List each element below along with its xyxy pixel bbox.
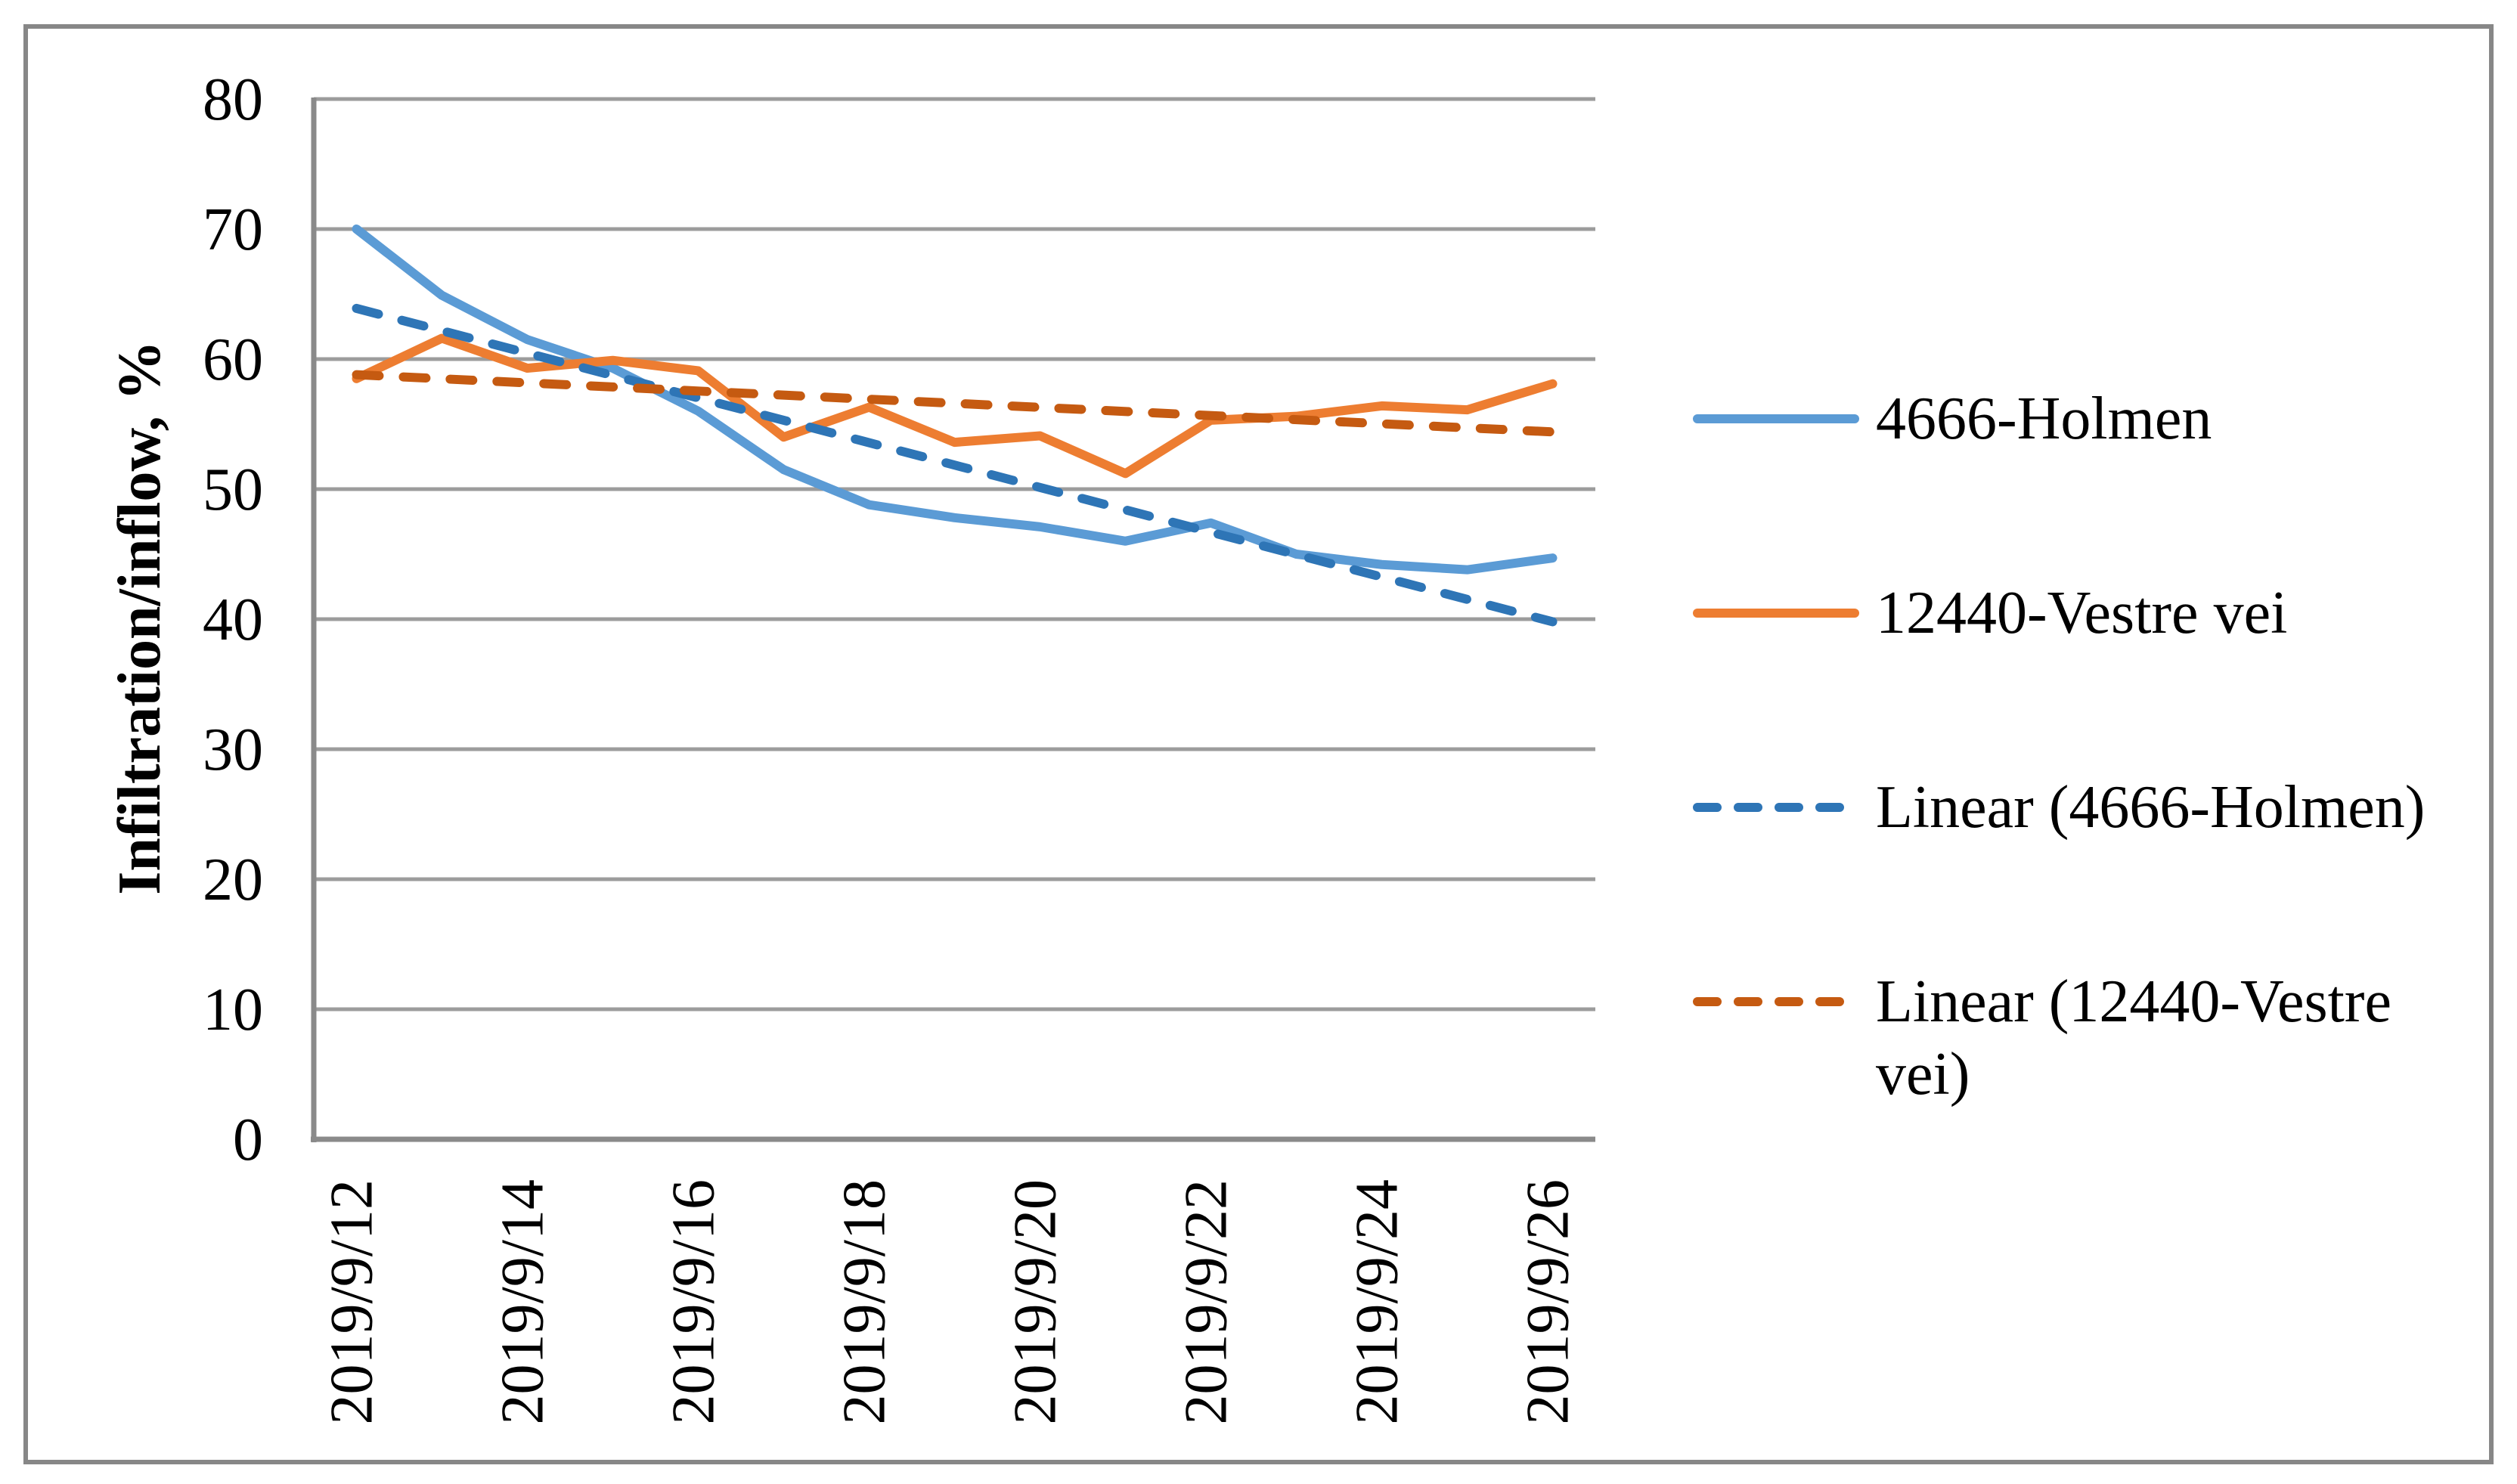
y-tick-label: 70 <box>203 197 263 263</box>
x-tick-label: 2019/9/14 <box>490 1179 556 1424</box>
y-tick-label: 10 <box>203 977 263 1043</box>
trendline-linear-4666-holmen <box>352 303 1558 627</box>
trendline-linear-12440-vestre-vei <box>352 370 1558 437</box>
y-tick-label: 20 <box>203 847 263 913</box>
x-tick-label: 2019/9/26 <box>1515 1179 1582 1424</box>
y-tick-label: 0 <box>233 1107 263 1173</box>
x-tick-label: 2019/9/24 <box>1344 1179 1411 1424</box>
x-tick-label: 2019/9/22 <box>1173 1179 1240 1424</box>
figure-border <box>23 24 2494 1464</box>
x-tick-labels: 2019/9/12 2019/9/14 2019/9/16 2019/9/18 2019… <box>319 1179 1582 1424</box>
y-tick-labels: 0 10 20 30 40 50 60 70 80 <box>203 67 263 1173</box>
x-tick-label: 2019/9/20 <box>1003 1179 1069 1424</box>
y-tick-label: 80 <box>203 67 263 133</box>
y-tick-label: 40 <box>203 587 263 653</box>
x-tick-label: 2019/9/12 <box>319 1179 386 1424</box>
x-tick-label: 2019/9/16 <box>661 1179 727 1424</box>
y-axis-title: Infiltration/inflow, % <box>107 340 173 895</box>
y-tick-label: 50 <box>203 457 263 523</box>
series-line-12440-vestre-vei <box>352 333 1558 479</box>
y-tick-label: 30 <box>203 717 263 783</box>
series-line-4666-holmen <box>352 225 1558 575</box>
x-tick-label: 2019/9/18 <box>832 1179 898 1424</box>
y-tick-label: 60 <box>203 327 263 393</box>
gridlines <box>314 97 1595 1142</box>
